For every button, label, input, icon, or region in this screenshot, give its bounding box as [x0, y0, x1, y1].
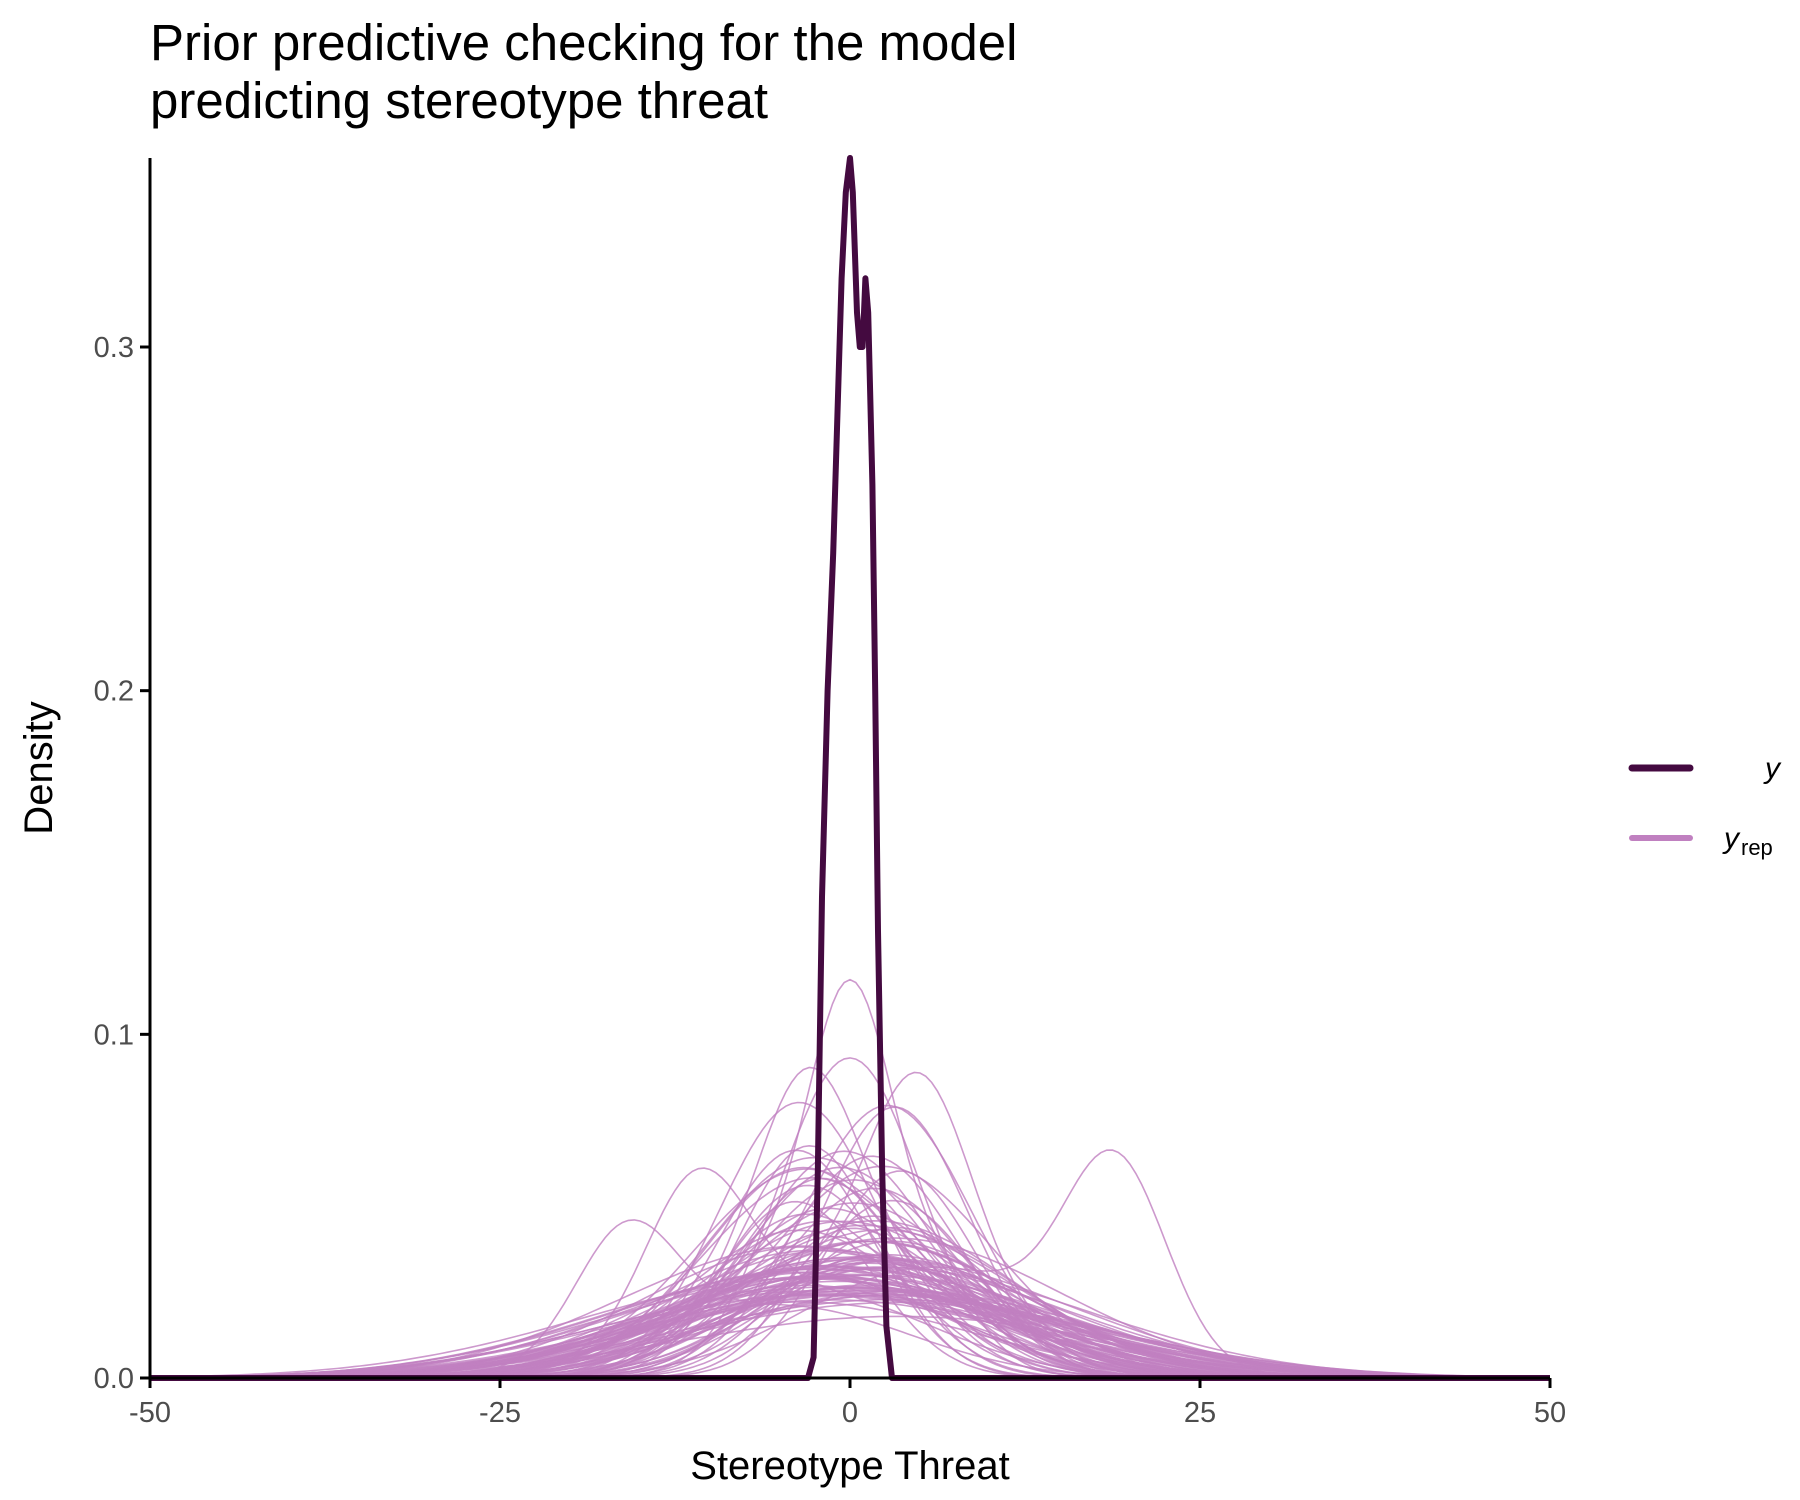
yrep-line-63 — [150, 1267, 1550, 1379]
chart-title-line-1: Prior predictive checking for the model — [150, 14, 1018, 71]
yrep-line-45 — [150, 1264, 1550, 1379]
yrep-line-91 — [150, 1254, 1550, 1379]
yrep-line-9 — [150, 1287, 1550, 1379]
yrep-line-98 — [150, 1274, 1550, 1379]
y-tick-label: 0.2 — [94, 676, 134, 708]
yrep-line-64 — [150, 1266, 1550, 1379]
yrep-line-23 — [150, 1264, 1550, 1379]
chart-title: Prior predictive checking for the model … — [150, 14, 1017, 130]
yrep-line-75 — [150, 1057, 1550, 1379]
x-tick-label: -25 — [479, 1397, 521, 1429]
y-ticks-group: 0.0 0.1 0.2 0.3 — [94, 332, 150, 1395]
yrep-line-79 — [150, 1187, 1550, 1379]
chart-title-line-2: predicting stereotype threat — [150, 72, 769, 129]
y-axis-title: Density — [17, 701, 61, 834]
yrep-line-52 — [150, 1254, 1550, 1379]
x-ticks-group: -50 -25 0 25 50 — [129, 1378, 1566, 1429]
yrep-line-83 — [149, 1266, 1550, 1379]
legend-label-y: y — [1763, 752, 1782, 785]
y-tick-label: 0.3 — [94, 332, 134, 364]
legend: y yrep — [1628, 752, 1782, 860]
yrep-line-53 — [149, 1289, 1550, 1379]
y-tick-label: 0.0 — [94, 1363, 134, 1395]
y-tick-label: 0.1 — [94, 1019, 134, 1051]
x-tick-label: 25 — [1184, 1397, 1216, 1429]
yrep-line-76 — [150, 1266, 1550, 1379]
yrep-line-94 — [150, 1101, 1550, 1379]
x-tick-label: 50 — [1534, 1397, 1566, 1429]
legend-label-yrep: yrep — [1722, 822, 1773, 860]
x-tick-label: 0 — [842, 1397, 858, 1429]
yrep-line-85 — [150, 1280, 1550, 1379]
yrep-line-22 — [150, 1284, 1550, 1379]
x-tick-label: -50 — [129, 1397, 171, 1429]
x-axis-title: Stereotype Threat — [690, 1444, 1009, 1488]
yrep-series-group — [149, 978, 1551, 1379]
y-series-group — [150, 155, 1550, 1381]
y-series-line — [150, 155, 1550, 1381]
yrep-line-10 — [150, 1265, 1551, 1379]
yrep-line-96 — [150, 1284, 1550, 1379]
